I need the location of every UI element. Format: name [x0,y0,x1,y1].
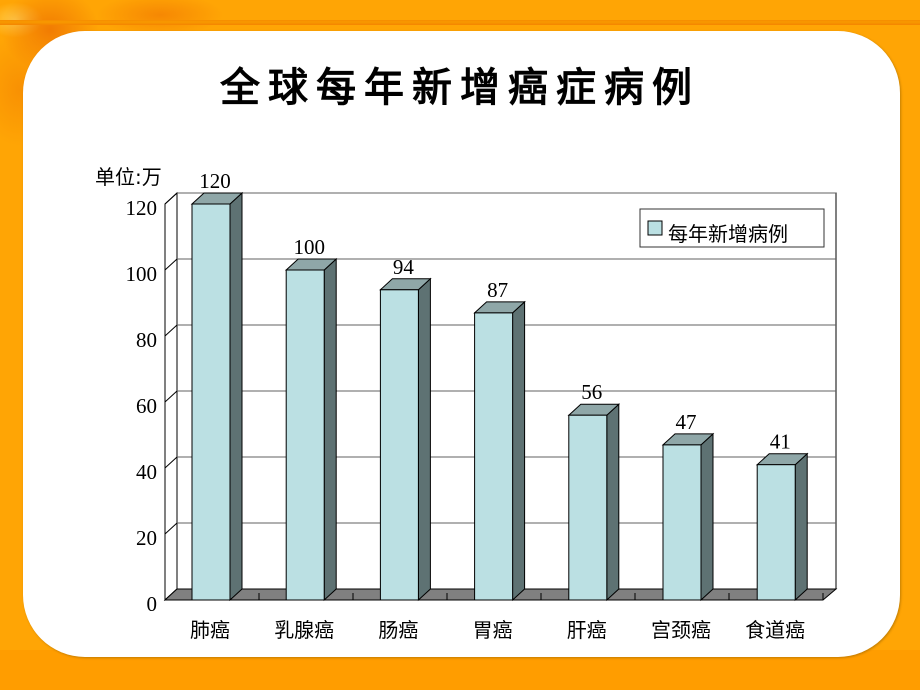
data-label: 56 [581,380,602,404]
y-tick-label: 80 [136,328,157,352]
category-label: 食道癌 [745,618,805,642]
bar-肝癌 [567,403,621,602]
bar-胃癌 [473,300,526,602]
y-tick-label: 60 [136,394,157,418]
bar-肠癌 [379,277,432,602]
y-tick-label: 40 [136,460,157,484]
y-axis-tick [164,324,178,337]
y-axis-unit-label: 单位:万 [95,165,162,189]
data-label: 41 [770,430,791,454]
bar-series [190,191,809,602]
bar-side-face [417,277,431,602]
data-label: 100 [293,235,325,259]
data-label: 47 [676,410,697,434]
bar-side-face [323,257,337,602]
y-tick-label: 20 [136,526,157,550]
y-axis-tick [164,258,178,271]
y-axis-tick [164,390,178,403]
legend-box [639,208,825,248]
y-tick-label: 100 [126,262,158,286]
bar-front-face [379,289,419,601]
bar-食道癌 [755,452,809,602]
bar-front-face [285,269,325,601]
data-label: 120 [199,169,231,193]
category-label: 胃癌 [473,618,513,642]
category-label: 肝癌 [567,618,607,642]
data-label: 94 [393,255,415,279]
data-labels: 120 100 94 87 56 47 41 [199,169,790,454]
bar-side-face [229,191,243,602]
bar-肺癌 [190,191,244,602]
x-axis-category-labels: 肺癌 乳腺癌 肠癌 胃癌 肝癌 宫颈癌 食道癌 [190,618,805,642]
y-tick-label: 0 [147,592,158,616]
slide-title: 全球每年新增癌症病例 [220,65,700,111]
bar-front-face [662,444,702,601]
y-axis-tick-labels: 0 20 40 60 80 100 120 [126,196,158,616]
data-label: 87 [487,278,508,302]
bar-front-face [191,203,231,601]
bar-宫颈癌 [661,432,715,602]
bar-front-face [756,464,796,601]
bar-side-face [700,432,714,602]
legend: 每年新增病例 [639,208,825,248]
y-axis-tick [164,456,178,469]
category-label: 宫颈癌 [651,618,711,642]
bar-front-face [474,312,514,601]
y-axis-tick [164,522,178,535]
legend-swatch [647,220,663,236]
category-label: 乳腺癌 [274,618,334,642]
background-stripe [0,20,920,25]
bar-side-face [512,300,526,602]
bar-front-face [568,414,608,601]
category-label: 肠癌 [378,618,418,642]
legend-label: 每年新增病例 [668,222,788,246]
bar-side-face [794,452,808,602]
y-tick-label: 120 [126,196,158,220]
bar-side-face [606,403,620,602]
y-axis-tick [164,192,178,205]
category-label: 肺癌 [190,618,230,642]
bar-乳腺癌 [284,257,338,602]
